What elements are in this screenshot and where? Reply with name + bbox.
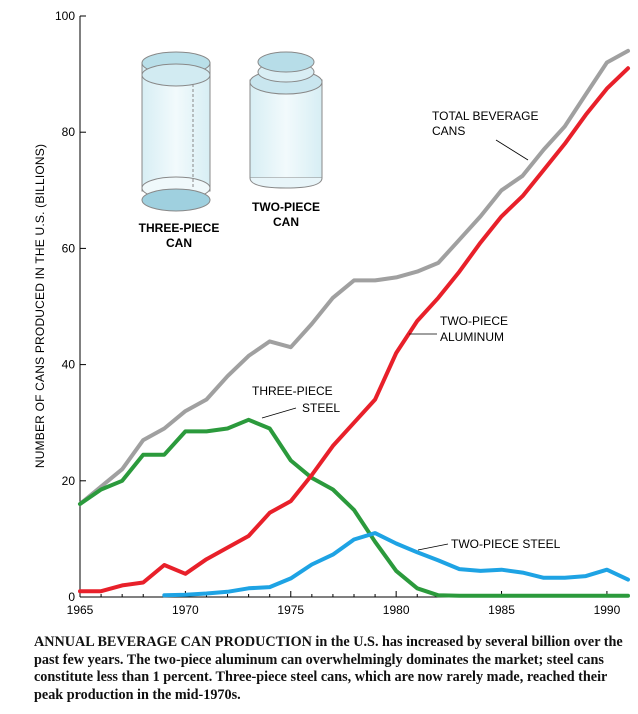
y-tick-label: 20 [62,474,76,488]
leader-two-piece-steel [417,543,449,551]
series-line-two-piece-aluminum [78,66,630,594]
leader-total [495,139,529,161]
y-ticks: 0 20 40 60 80 100 [55,9,86,604]
series-line-total-beverage-cans [78,48,630,506]
two-piece-can-illustration [249,51,323,189]
x-tick-label: 1985 [488,603,515,617]
series-line-three-piece-steel [78,417,630,598]
caption-lead: ANNUAL BEVERAGE CAN PRODUCTION [34,634,312,650]
annotation-three-piece-steel-1: THREE-PIECE [252,384,333,398]
annotation-total-beverage-cans-1: TOTAL BEVERAGE [432,109,538,123]
y-tick-label: 80 [62,125,76,139]
y-tick-label: 40 [62,358,76,372]
x-tick-label: 1980 [383,603,410,617]
x-tick-label: 1990 [594,603,621,617]
annotation-two-piece-aluminum-1: TWO-PIECE [440,314,508,328]
series-lines [78,48,630,598]
annotation-two-piece-steel: TWO-PIECE STEEL [451,537,561,551]
x-tick-label: 1975 [277,603,304,617]
three-piece-can-illustration [141,51,211,212]
annotation-two-piece-aluminum-2: ALUMINUM [440,330,504,344]
three-piece-can-label-2: CAN [166,236,192,250]
y-tick-label: 0 [68,590,75,604]
two-piece-can-label-2: CAN [273,215,299,229]
two-piece-can-label-1: TWO-PIECE [252,200,320,214]
chart: 0 20 40 60 80 100 1965 1970 1975 1980 1985 1990 NU… [33,9,630,617]
y-axis-label: NUMBER OF CANS PRODUCED IN THE U.S. (BIL… [33,144,47,468]
figure-caption: ANNUAL BEVERAGE CAN PRODUCTION in the U.… [34,634,634,704]
caption-text: in the U.S. has increased by several bil… [34,634,623,703]
x-tick-label: 1965 [67,603,94,617]
three-piece-can-label-1: THREE-PIECE [139,221,220,235]
y-tick-label: 60 [62,241,76,255]
x-tick-label: 1970 [172,603,199,617]
annotation-three-piece-steel-2: STEEL [302,401,340,415]
leader-three-piece [261,407,297,419]
y-tick-label: 100 [55,9,75,23]
annotation-total-beverage-cans-2: CANS [432,124,465,138]
series-line-two-piece-steel [162,531,630,598]
